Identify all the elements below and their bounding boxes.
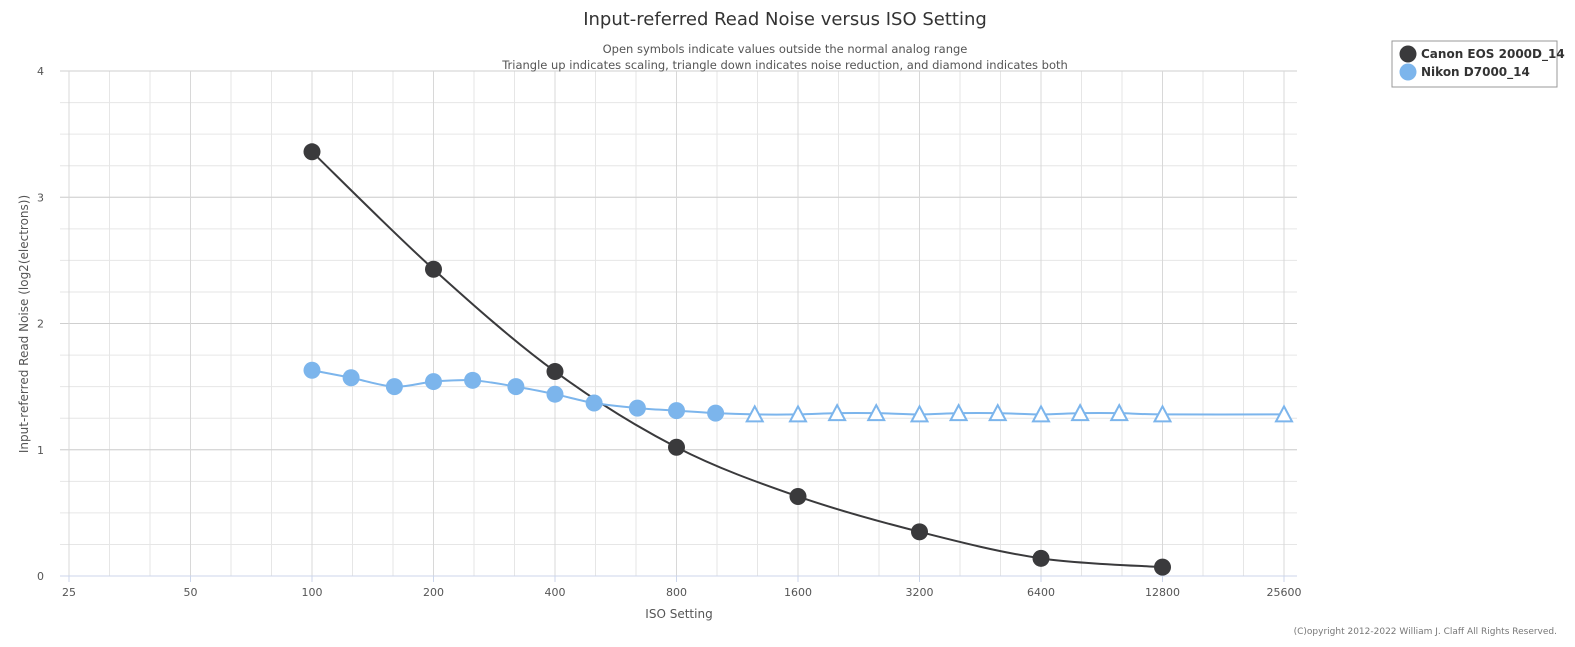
data-point[interactable] xyxy=(668,438,685,456)
x-tick-label: 800 xyxy=(666,586,687,599)
chart-text: Input-referred Read Noise versus ISO Set… xyxy=(17,9,1557,637)
x-tick-label: 25600 xyxy=(1267,586,1302,599)
x-axis-title: ISO Setting xyxy=(645,607,712,621)
plot-series xyxy=(303,143,1294,576)
data-point-triangle[interactable] xyxy=(1152,404,1173,423)
data-point[interactable] xyxy=(425,373,442,391)
x-tick-label: 100 xyxy=(302,586,323,599)
legend-canon-label[interactable]: Canon EOS 2000D_14 xyxy=(1421,47,1565,62)
data-point[interactable] xyxy=(1032,549,1050,567)
y-tick-label: 4 xyxy=(37,65,44,78)
data-point-triangle[interactable] xyxy=(745,404,765,423)
axes: 0 1 2 3 4 25 50 100 200 400 800 1600 3200 6400 12800 25… xyxy=(37,65,1302,599)
legend-box xyxy=(1391,40,1558,88)
grid xyxy=(60,70,1297,577)
legend-nikon-symbol[interactable] xyxy=(1399,63,1417,81)
data-point[interactable] xyxy=(507,378,525,396)
y-axis-title: Input-referred Read Noise (log2(electron… xyxy=(17,195,31,453)
data-point-triangle[interactable] xyxy=(909,404,930,423)
y-tick-label: 1 xyxy=(37,444,44,457)
data-point[interactable] xyxy=(303,361,321,379)
legend-nikon-label[interactable]: Nikon D7000_14 xyxy=(1421,65,1530,80)
data-point[interactable] xyxy=(789,487,807,505)
chart-subtitle-line-2: Triangle up indicates scaling, triangle … xyxy=(501,58,1068,72)
data-point[interactable] xyxy=(546,362,564,380)
chart-title: Input-referred Read Noise versus ISO Set… xyxy=(583,9,987,30)
data-point[interactable] xyxy=(628,399,646,417)
data-point[interactable] xyxy=(464,371,482,389)
data-point[interactable] xyxy=(303,143,321,161)
data-point-triangle[interactable] xyxy=(866,403,886,422)
data-point-triangle[interactable] xyxy=(1031,404,1051,423)
x-tick-label: 400 xyxy=(545,586,566,599)
series-line xyxy=(311,151,1163,569)
chart-subtitle-line-1: Open symbols indicate values outside the… xyxy=(603,42,968,56)
x-tick-label: 50 xyxy=(184,586,198,599)
x-tick-label: 6400 xyxy=(1027,586,1055,599)
y-tick-label: 2 xyxy=(37,318,44,331)
x-tick-label: 12800 xyxy=(1145,586,1180,599)
y-tick-label: 0 xyxy=(37,570,44,583)
y-tick-label: 3 xyxy=(37,191,44,204)
data-point[interactable] xyxy=(385,378,403,396)
data-point[interactable] xyxy=(425,260,442,278)
data-point[interactable] xyxy=(1154,558,1171,576)
data-point-triangle[interactable] xyxy=(988,403,1008,422)
copyright-credits: (C)opyright 2012-2022 William J. Claff A… xyxy=(1294,627,1557,637)
data-point-triangle[interactable] xyxy=(827,403,847,422)
data-point[interactable] xyxy=(342,369,360,387)
series-0 xyxy=(303,143,1171,576)
legend-canon-symbol[interactable] xyxy=(1399,45,1417,63)
legend: Canon EOS 2000D_14 Nikon D7000_14 xyxy=(1391,40,1565,88)
data-point-triangle[interactable] xyxy=(788,404,808,423)
series-1 xyxy=(303,361,1294,423)
data-point[interactable] xyxy=(546,385,564,403)
x-tick-label: 200 xyxy=(423,586,444,599)
data-point[interactable] xyxy=(585,394,603,412)
data-point[interactable] xyxy=(707,404,725,422)
data-point-triangle[interactable] xyxy=(1109,403,1129,422)
x-tick-label: 3200 xyxy=(906,586,934,599)
data-point-triangle[interactable] xyxy=(1274,404,1294,423)
data-point[interactable] xyxy=(911,523,928,541)
data-point-triangle[interactable] xyxy=(948,403,969,422)
data-point-triangle[interactable] xyxy=(1070,403,1090,422)
data-point[interactable] xyxy=(668,402,685,420)
x-tick-label: 25 xyxy=(62,586,76,599)
x-tick-label: 1600 xyxy=(784,586,812,599)
